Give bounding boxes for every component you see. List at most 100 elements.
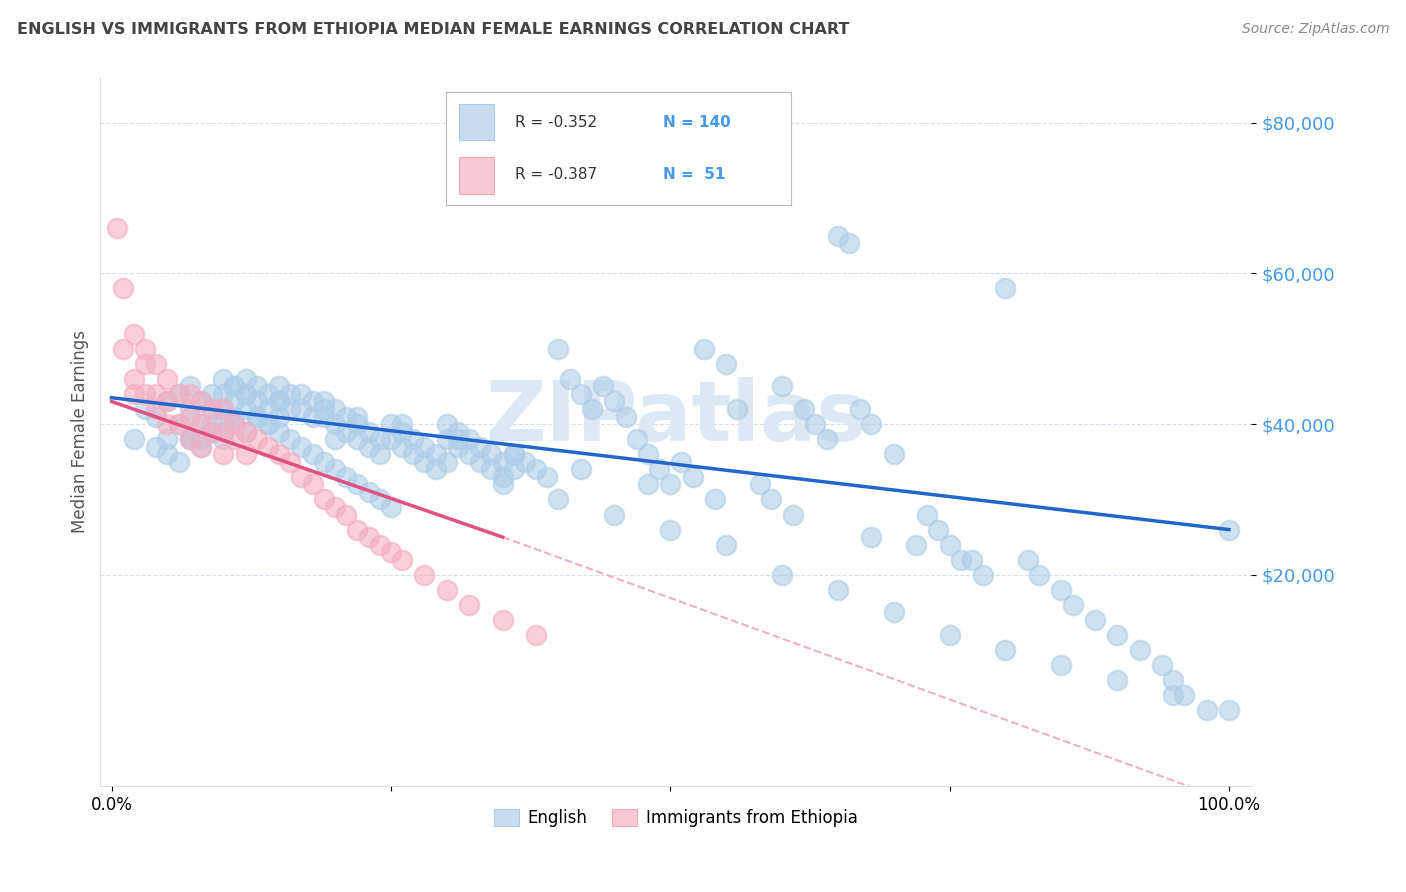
Point [770, 379, 793, 393]
Point [682, 470, 704, 484]
Point [156, 432, 179, 446]
Point [603, 394, 626, 409]
Point [447, 432, 470, 446]
Point [246, 409, 269, 424]
Point [235, 425, 257, 439]
Point [212, 387, 235, 401]
Point [301, 409, 323, 424]
Point [201, 402, 224, 417]
Point [312, 455, 335, 469]
Point [134, 357, 156, 371]
Point [201, 425, 224, 439]
Point [368, 538, 391, 552]
Point [122, 372, 145, 386]
Point [346, 477, 368, 491]
Point [436, 432, 458, 446]
Point [536, 470, 558, 484]
Point [725, 402, 748, 417]
Point [547, 342, 569, 356]
Point [224, 432, 246, 446]
Point [491, 613, 513, 627]
Point [323, 417, 346, 431]
Point [167, 417, 190, 431]
Point [190, 417, 212, 431]
Point [335, 425, 357, 439]
Point [224, 409, 246, 424]
Point [145, 402, 167, 417]
Point [838, 236, 860, 251]
Point [179, 432, 201, 446]
Point [323, 402, 346, 417]
Point [278, 387, 301, 401]
Point [190, 440, 212, 454]
Point [637, 447, 659, 461]
Point [368, 492, 391, 507]
Point [335, 409, 357, 424]
Point [257, 387, 280, 401]
Point [693, 342, 716, 356]
Point [648, 462, 671, 476]
Point [156, 394, 179, 409]
Point [301, 447, 323, 461]
Point [637, 477, 659, 491]
Point [167, 455, 190, 469]
Point [145, 440, 167, 454]
Point [269, 394, 291, 409]
Point [290, 387, 312, 401]
Point [179, 402, 201, 417]
Point [1062, 598, 1084, 612]
Point [883, 447, 905, 461]
Point [212, 372, 235, 386]
Point [470, 440, 492, 454]
Point [1084, 613, 1107, 627]
Point [290, 470, 312, 484]
Point [860, 417, 883, 431]
Point [156, 372, 179, 386]
Point [436, 582, 458, 597]
Point [1218, 523, 1240, 537]
Point [190, 440, 212, 454]
Point [938, 538, 960, 552]
Text: Source: ZipAtlas.com: Source: ZipAtlas.com [1241, 22, 1389, 37]
Point [312, 492, 335, 507]
Point [201, 417, 224, 431]
Point [1195, 703, 1218, 717]
Point [960, 552, 983, 566]
Point [257, 440, 280, 454]
Point [212, 432, 235, 446]
Point [447, 440, 470, 454]
Point [156, 394, 179, 409]
Point [849, 402, 872, 417]
Point [224, 379, 246, 393]
Point [179, 379, 201, 393]
Point [257, 417, 280, 431]
Point [748, 477, 770, 491]
Point [212, 447, 235, 461]
Point [569, 462, 592, 476]
Point [212, 402, 235, 417]
Point [269, 447, 291, 461]
Point [413, 440, 436, 454]
Point [278, 455, 301, 469]
Point [513, 455, 536, 469]
Point [569, 387, 592, 401]
Point [671, 455, 693, 469]
Point [458, 432, 481, 446]
Point [156, 417, 179, 431]
Point [380, 432, 402, 446]
Point [134, 342, 156, 356]
Point [246, 409, 269, 424]
Point [111, 281, 134, 295]
Point [759, 492, 782, 507]
Point [380, 417, 402, 431]
Point [470, 455, 492, 469]
Point [1028, 567, 1050, 582]
Point [458, 598, 481, 612]
Legend: English, Immigrants from Ethiopia: English, Immigrants from Ethiopia [488, 803, 865, 834]
Point [905, 538, 928, 552]
Point [380, 500, 402, 514]
Y-axis label: Median Female Earnings: Median Female Earnings [72, 330, 89, 533]
Point [335, 470, 357, 484]
Point [179, 409, 201, 424]
Point [212, 402, 235, 417]
